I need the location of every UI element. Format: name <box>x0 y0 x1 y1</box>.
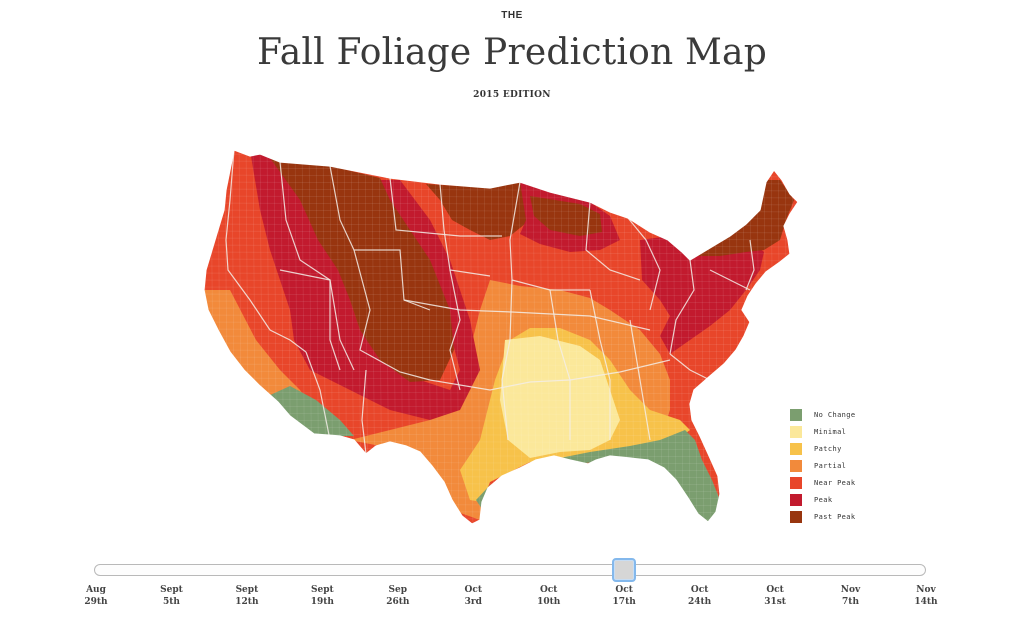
date-tick[interactable]: Oct 3rd <box>443 584 503 608</box>
tick-day: 31st <box>764 597 786 607</box>
tick-month: Oct <box>690 585 709 595</box>
tick-month: Oct <box>464 585 482 595</box>
page-title: Fall Foliage Prediction Map <box>257 32 767 73</box>
date-tick[interactable]: Sept 12th <box>217 584 277 608</box>
tick-day: 26th <box>386 597 410 607</box>
edition-label: 2015 EDITION <box>473 90 551 100</box>
date-tick[interactable]: Nov 7th <box>821 584 881 608</box>
legend-item: No Change <box>790 406 910 423</box>
tick-day: 7th <box>842 597 860 607</box>
legend-swatch <box>790 442 802 455</box>
tick-month: Sep <box>388 585 408 595</box>
tick-day: 24th <box>688 597 712 607</box>
legend-label: Partial <box>814 461 847 470</box>
legend-item: Minimal <box>790 423 910 440</box>
tick-month: Oct <box>539 585 558 595</box>
map-zone-peak-northeast <box>640 236 764 354</box>
tick-day: 14th <box>914 597 938 607</box>
legend-swatch <box>790 425 802 438</box>
legend-label: No Change <box>814 410 856 419</box>
map-zone-past-peak-midwest <box>530 196 602 236</box>
legend-item: Peak <box>790 491 910 508</box>
legend-item: Patchy <box>790 440 910 457</box>
map-zone-no-change-southwest <box>268 386 354 436</box>
tick-month: Oct <box>766 585 784 595</box>
tick-month: Sept <box>160 585 183 595</box>
tick-month: Sept <box>235 585 259 595</box>
legend-label: Minimal <box>814 427 847 436</box>
date-tick[interactable]: Oct 17th <box>594 584 654 608</box>
legend-item: Near Peak <box>790 474 910 491</box>
map-zone-minimal <box>500 336 620 458</box>
tick-month: Oct <box>615 585 633 595</box>
legend-label: Peak <box>814 495 833 504</box>
map-zone-peak-rockies <box>250 150 480 420</box>
tick-day: 12th <box>235 597 259 607</box>
legend-swatch <box>790 510 802 523</box>
legend-item: Past Peak <box>790 508 910 525</box>
tick-month: Sept <box>311 585 334 595</box>
tick-month: Aug <box>86 585 106 595</box>
state-borders <box>225 150 755 455</box>
date-tick[interactable]: Aug 29th <box>66 584 126 608</box>
tick-day: 19th <box>310 597 334 607</box>
legend-swatch <box>790 459 802 472</box>
date-tick[interactable]: Sept 19th <box>292 584 352 608</box>
date-tick[interactable]: Sept 5th <box>141 584 201 608</box>
map-zone-no-change-gulf <box>476 430 720 524</box>
legend-label: Patchy <box>814 444 842 453</box>
eyebrow-text: THE <box>501 10 523 21</box>
date-tick[interactable]: Oct 24th <box>670 584 730 608</box>
map-zone-past-peak-plains <box>426 182 540 240</box>
tick-day: 3rd <box>464 597 482 607</box>
legend-swatch <box>790 408 802 421</box>
tick-day: 17th <box>612 597 636 607</box>
tick-day: 5th <box>162 597 180 607</box>
tick-day: 10th <box>537 597 561 607</box>
map-zone-past-peak-mountain <box>270 158 454 382</box>
date-slider-track[interactable] <box>94 564 926 576</box>
foliage-map <box>203 149 799 525</box>
tick-month: Nov <box>840 585 861 595</box>
legend-swatch <box>790 476 802 489</box>
legend-label: Near Peak <box>814 478 856 487</box>
date-slider-handle[interactable] <box>612 558 637 582</box>
tick-day: 29th <box>84 597 108 607</box>
legend-swatch <box>790 493 802 506</box>
date-tick[interactable]: Sep 26th <box>368 584 428 608</box>
date-tick[interactable]: Nov 14th <box>896 584 956 608</box>
legend-label: Past Peak <box>814 512 856 521</box>
legend: No Change Minimal Patchy Partial Near Pe… <box>790 406 910 525</box>
date-tick[interactable]: Oct 31st <box>745 584 805 608</box>
tick-month: Nov <box>916 585 936 595</box>
legend-item: Partial <box>790 457 910 474</box>
date-tick[interactable]: Oct 10th <box>519 584 579 608</box>
